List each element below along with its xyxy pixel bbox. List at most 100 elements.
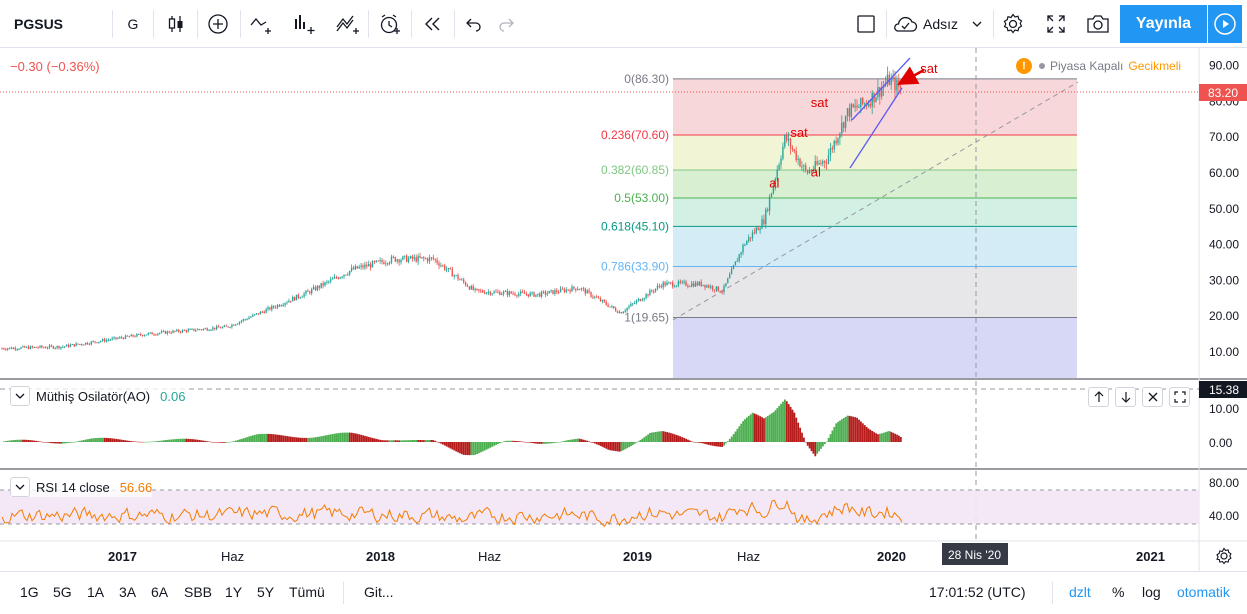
candle-body [539,293,541,297]
fullscreen-select-button[interactable] [848,0,884,48]
financials-button[interactable] [287,0,323,48]
drawings[interactable] [0,48,1199,541]
ao-move-up-button[interactable] [1088,387,1109,407]
candle-body [664,282,666,286]
chart-area[interactable]: 0(86.30) 0.236(70.60) 0.382(60.85) 0.5(53.0… [0,48,1247,571]
ao-bar [314,437,317,442]
range-1y[interactable]: 1Y [225,584,243,600]
fib-retracement[interactable]: 0(86.30) 0.236(70.60) 0.382(60.85) 0.5(53.0… [601,72,1077,378]
goto-date-button[interactable]: Git... [364,584,394,600]
percent-toggle[interactable]: % [1112,584,1125,600]
ao-bar [14,439,17,442]
annotation-label[interactable]: sat [811,95,829,110]
candle-body [423,257,425,259]
annotation-label[interactable]: al [769,175,779,190]
ao-maximize-button[interactable] [1169,387,1190,407]
rsi-collapse-button[interactable] [10,477,30,497]
candle-body [282,305,284,307]
candle-body [164,331,167,334]
auto-toggle[interactable]: otomatik [1177,584,1230,600]
channel-lower-line[interactable] [849,87,903,169]
settings-button[interactable] [995,0,1031,48]
ao-bar [544,442,547,444]
price-axis[interactable]: 90.0080.0070.0060.0050.0040.0030.0020.00… [1209,59,1239,359]
templates-button[interactable] [330,0,366,48]
candle-body [848,108,851,117]
fib-level-label: 0.5(53.00) [614,191,669,205]
symbol-search-button[interactable]: PGSUS [0,0,112,48]
red-arrow[interactable] [897,66,925,85]
ao-bar [799,427,801,442]
annotation-label[interactable]: sat [920,61,938,76]
candle-body [58,346,60,349]
axis-settings-gear-icon[interactable] [1216,547,1232,565]
ao-bar [774,410,777,442]
ao-move-down-button[interactable] [1115,387,1136,407]
layout-menu-button[interactable]: Adsız [892,0,990,48]
market-status[interactable]: ! Piyasa Kapalı Gecikmeli [1016,58,1181,74]
candle-body [499,291,501,295]
price-axis-label: 90.00 [1209,59,1239,73]
candle-body [744,244,746,246]
ao-close-button[interactable] [1142,387,1163,407]
ao-bar [715,442,718,447]
toolbar-divider [886,10,887,38]
diagonal-trend-line[interactable] [672,81,1079,321]
range-3m[interactable]: 3A [119,584,137,600]
ao-bar [584,440,587,442]
range-all[interactable]: Tümü [289,584,325,600]
ao-collapse-button[interactable] [10,386,30,406]
range-ytd[interactable]: SBB [184,584,213,600]
ao-bar [822,442,824,447]
rsi-axis[interactable]: 80.00 40.00 [1209,476,1239,523]
range-5y[interactable]: 5Y [257,584,275,600]
ao-axis[interactable]: 15.38 10.00 0.00 [1199,381,1247,450]
undo-button[interactable] [458,0,490,48]
alert-button[interactable] [372,0,408,48]
clock[interactable]: 17:01:52 (UTC) [929,584,1026,600]
compare-button[interactable] [200,0,236,48]
candle-body [761,219,763,229]
candle-body [520,291,522,294]
candle-body [896,80,898,91]
publish-button[interactable]: Yayınla [1120,5,1207,43]
candle-body [596,296,598,298]
indicators-button[interactable] [244,0,280,48]
candle-body [280,305,282,307]
redo-button[interactable] [490,0,522,48]
candle-body [210,329,212,331]
ao-bar [438,442,440,443]
candle-body [702,284,704,286]
annotation-label[interactable]: sat [790,125,808,140]
ao-bar [210,441,212,443]
range-6m[interactable]: 6A [151,584,169,600]
candle-body [867,104,870,106]
adjust-toggle[interactable]: dzlt [1069,584,1091,600]
chart-type-button[interactable] [158,0,194,48]
ao-bar [493,442,496,446]
log-toggle[interactable]: log [1142,584,1161,600]
candle-body [259,311,262,315]
replay-button[interactable] [415,0,451,48]
candle-body [425,258,427,260]
range-5d[interactable]: 5G [53,584,72,600]
channel-drawings[interactable] [849,57,925,169]
ao-bar [307,437,309,442]
ao-bar [888,430,891,442]
fullscreen-button[interactable] [1038,0,1074,48]
publish-menu-button[interactable] [1208,5,1242,43]
ao-bar [559,441,562,443]
ao-bar [592,442,594,443]
range-1d[interactable]: 1G [20,584,39,600]
ao-bar [257,434,260,442]
time-axis[interactable]: 2017 Haz 2018 Haz 2019 Haz 2020 2021 28 … [108,543,1165,565]
ao-bar [335,433,338,442]
ao-bar [576,438,579,442]
snapshot-button[interactable] [1080,0,1116,48]
candle-body [559,288,562,293]
interval-button[interactable]: G [115,0,151,48]
range-1m[interactable]: 1A [87,584,105,600]
annotation-label[interactable]: al [811,165,821,180]
ao-bar [231,441,233,443]
